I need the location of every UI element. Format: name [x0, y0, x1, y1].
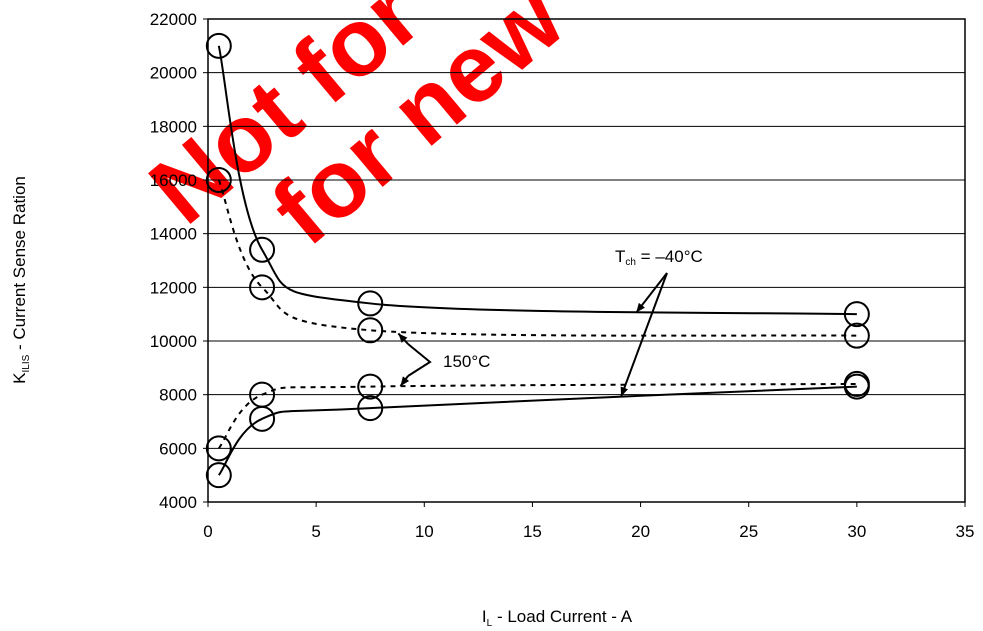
y-tick-label-14000: 14000 — [150, 225, 197, 244]
series-3-point-0 — [205, 462, 232, 489]
annotation-tch-sub: ch — [625, 257, 636, 268]
data-markers — [205, 32, 870, 489]
arrow-150c-lower-head — [400, 376, 410, 387]
series-2-line — [218, 382, 857, 449]
series-2-point-2 — [357, 373, 384, 400]
y-tick-label-18000: 18000 — [150, 117, 197, 136]
x-tick-label-5: 5 — [311, 522, 320, 541]
y-tick-label-10000: 10000 — [150, 332, 197, 351]
y-axis-label-main: K — [10, 372, 29, 384]
annotation-150c: 150°C — [443, 352, 490, 371]
arrow-150c-bracket — [407, 343, 432, 377]
x-axis-label-rest: - Load Current - A — [492, 607, 633, 626]
y-tick-label-6000: 6000 — [159, 439, 197, 458]
series-0-point-1 — [249, 236, 276, 263]
y-tick-label-20000: 20000 — [150, 64, 197, 83]
series-3-point-2 — [357, 395, 384, 422]
annotation-tch: Tch = –40°C — [615, 247, 703, 268]
y-tick-label-16000: 16000 — [150, 171, 197, 190]
y-tick-label-4000: 4000 — [159, 493, 197, 512]
x-tick-label-25: 25 — [739, 522, 758, 541]
arrow-tch-lower — [620, 272, 668, 397]
series-1-point-3 — [843, 322, 870, 349]
y-axis-label-rest: - Current Sense Ration — [10, 176, 29, 355]
x-tick-labels: 0 5 10 15 20 25 30 35 — [203, 502, 974, 541]
x-axis-label-main: I — [482, 607, 487, 626]
y-tick-label-12000: 12000 — [150, 278, 197, 297]
y-axis-label-sub: ILIS — [21, 354, 32, 372]
x-tick-label-20: 20 — [631, 522, 650, 541]
annotation-arrows — [397, 272, 668, 397]
series-1-point-2 — [357, 317, 384, 344]
x-tick-label-30: 30 — [847, 522, 866, 541]
series-0-point-2 — [357, 290, 384, 317]
y-axis-label: KILIS - Current Sense Ration — [10, 176, 32, 384]
series-0-point-3 — [843, 301, 870, 328]
curves — [217, 45, 857, 476]
arrow-tch-lower-head — [620, 386, 628, 397]
x-tick-label-15: 15 — [523, 522, 542, 541]
plot-frame — [207, 18, 966, 503]
annotations: Tch = –40°C 150°C — [397, 247, 703, 397]
y-tick-label-8000: 8000 — [159, 386, 197, 405]
annotation-tch-main: T — [615, 247, 625, 266]
annotation-tch-rest: = –40°C — [636, 247, 703, 266]
series-3-line — [217, 385, 857, 476]
series-3-point-1 — [249, 405, 276, 432]
series-1-point-1 — [249, 274, 276, 301]
x-axis-label-sub: L — [487, 618, 493, 629]
arrow-150c-upper-head — [398, 333, 408, 343]
series-0-point-0 — [205, 32, 232, 59]
series-3-point-3 — [843, 373, 870, 400]
y-tick-label-22000: 22000 — [150, 10, 197, 29]
series-0-line — [217, 45, 857, 316]
x-tick-label-0: 0 — [203, 522, 212, 541]
y-tick-labels: 4000 6000 8000 10000 12000 14000 16000 18000 200… — [150, 10, 208, 512]
x-tick-label-10: 10 — [415, 522, 434, 541]
grid-lines — [208, 72, 965, 449]
arrow-tch-upper-head — [636, 302, 645, 313]
x-tick-label-35: 35 — [956, 522, 975, 541]
series-1-line — [217, 179, 857, 337]
watermark: Not for for new — [130, 0, 583, 265]
x-axis-label: IL - Load Current - A — [482, 607, 633, 629]
